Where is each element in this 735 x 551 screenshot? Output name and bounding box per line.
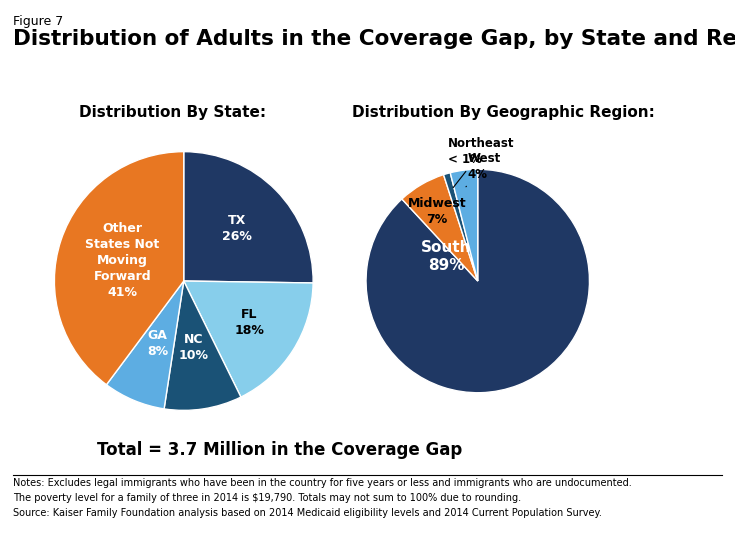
Text: NC
10%: NC 10% <box>179 333 209 362</box>
Text: South
89%: South 89% <box>421 240 472 273</box>
Wedge shape <box>402 175 478 281</box>
Wedge shape <box>443 172 478 281</box>
Wedge shape <box>366 169 589 393</box>
Text: Total = 3.7 Million in the Coverage Gap: Total = 3.7 Million in the Coverage Gap <box>97 441 462 459</box>
Text: FL
18%: FL 18% <box>234 308 265 337</box>
Text: Northeast
< 1%: Northeast < 1% <box>448 137 514 187</box>
Text: THE HENRY J.: THE HENRY J. <box>650 485 694 491</box>
Text: Distribution By State:: Distribution By State: <box>79 105 266 120</box>
Text: Source: Kaiser Family Foundation analysis based on 2014 Medicaid eligibility lev: Source: Kaiser Family Foundation analysi… <box>13 508 602 518</box>
Text: FAMILY: FAMILY <box>642 516 701 531</box>
Text: The poverty level for a family of three in 2014 is $19,790. Totals may not sum t: The poverty level for a family of three … <box>13 493 521 503</box>
Wedge shape <box>107 281 184 409</box>
Text: West
4%: West 4% <box>466 153 501 187</box>
Wedge shape <box>451 169 478 281</box>
Text: Notes: Excludes legal immigrants who have been in the country for five years or : Notes: Excludes legal immigrants who hav… <box>13 478 632 488</box>
Text: Other
States Not
Moving
Forward
41%: Other States Not Moving Forward 41% <box>85 222 159 299</box>
Wedge shape <box>164 281 241 410</box>
Text: Distribution By Geographic Region:: Distribution By Geographic Region: <box>352 105 655 120</box>
Text: FOUNDATION: FOUNDATION <box>649 533 695 538</box>
Wedge shape <box>54 152 184 385</box>
Text: GA
8%: GA 8% <box>147 328 168 358</box>
Text: Figure 7: Figure 7 <box>13 15 63 29</box>
Text: Midwest
7%: Midwest 7% <box>408 197 467 226</box>
Wedge shape <box>184 281 313 397</box>
Text: KAISER: KAISER <box>641 499 703 514</box>
Wedge shape <box>184 152 313 283</box>
Text: TX
26%: TX 26% <box>222 214 252 243</box>
Text: Distribution of Adults in the Coverage Gap, by State and Region: Distribution of Adults in the Coverage G… <box>13 29 735 48</box>
